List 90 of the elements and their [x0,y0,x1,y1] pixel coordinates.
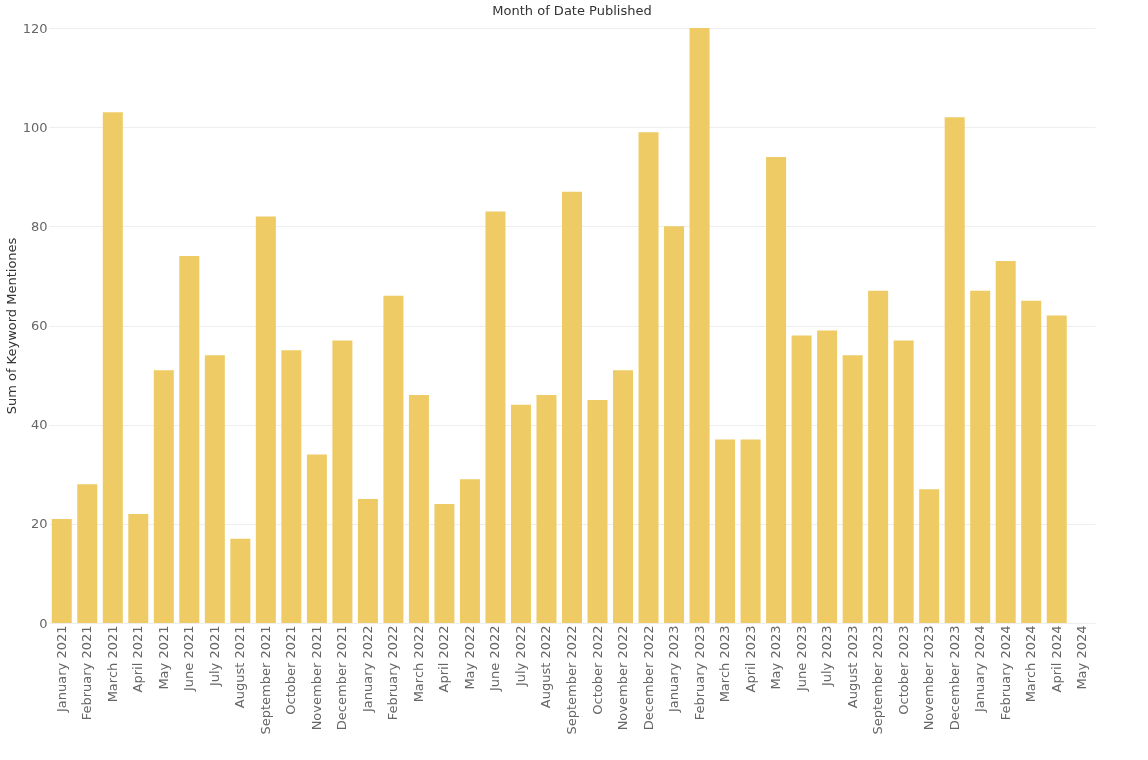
y-tick-label: 0 [39,615,48,631]
x-tick-label: May 2022 [461,625,477,690]
bar [332,340,353,623]
x-tick-label: April 2023 [742,625,758,693]
x-tick-label: November 2021 [308,625,324,731]
bar [970,290,991,623]
bar [51,518,72,623]
x-tick-label: December 2021 [334,625,350,731]
y-tick-label: 40 [30,417,48,433]
y-tick-label: 60 [30,318,48,333]
bar [613,370,634,623]
x-tick-label: December 2023 [946,625,962,731]
bar [485,211,506,623]
y-axis-title: Sum of Keyword Mentiones [3,237,19,415]
x-tick-label: August 2022 [538,625,554,709]
x-tick-label: June 2022 [487,625,503,693]
bar [944,117,965,623]
bar [817,330,838,623]
x-tick-label: May 2024 [1074,625,1090,690]
bar [868,290,889,623]
bar [357,499,378,623]
bar [230,538,251,623]
y-tick-label: 100 [22,119,48,135]
y-tick-label: 20 [30,516,48,532]
bar [204,355,225,623]
x-tick-label: May 2021 [155,625,171,690]
x-tick-label: January 2024 [972,625,988,713]
x-tick-label: January 2021 [53,625,69,713]
bar [77,484,98,623]
x-tick-label: February 2023 [691,625,707,721]
bar [995,261,1016,623]
x-tick-label: June 2021 [181,625,197,693]
bar [893,340,914,623]
x-tick-label: February 2024 [997,625,1013,721]
x-tick-label: June 2023 [793,625,809,693]
x-axis-title: Month of Date Published [492,3,652,18]
bar [1046,315,1067,623]
bar [536,394,557,623]
x-tick-label: August 2023 [844,625,860,709]
x-tick-label: April 2022 [436,625,452,693]
bar [408,394,429,623]
x-tick-label: October 2022 [589,625,605,715]
x-tick-label: April 2024 [1048,625,1064,693]
y-tick-label: 80 [30,218,48,234]
x-tick-label: November 2023 [921,625,937,731]
bar [102,112,123,623]
bar [638,132,659,623]
bar [842,355,863,623]
bar [510,404,531,623]
bar [562,191,582,623]
bar [281,350,302,623]
x-tick-label: September 2021 [257,625,273,735]
x-tick-label: July 2021 [206,625,222,688]
bar [740,439,761,623]
x-tick-label: February 2021 [79,625,95,721]
x-tick-label: April 2021 [130,625,146,693]
bar [919,489,940,623]
x-tick-label: July 2022 [512,625,528,688]
x-tick-label: March 2023 [717,625,733,703]
bar [179,256,200,623]
x-tick-label: October 2021 [283,625,299,715]
bar [153,370,174,623]
x-tick-label: December 2022 [640,625,656,731]
bar [306,454,327,623]
x-tick-label: September 2022 [564,625,579,735]
bar [1021,300,1042,623]
x-tick-label: March 2022 [410,625,426,703]
bar [459,479,480,623]
bar [128,513,149,623]
bar [791,335,812,623]
x-tick-label: September 2023 [870,625,886,735]
bar [383,295,404,623]
bar [715,439,736,623]
bar [587,399,608,623]
x-tick-label: January 2023 [666,625,682,713]
x-tick-label: October 2023 [895,625,911,715]
x-tick-label: May 2023 [768,625,784,690]
bar [689,28,710,623]
bar [255,216,276,623]
bar [766,156,787,623]
x-tick-label: August 2021 [232,625,248,709]
bar [664,226,685,623]
x-tick-label: February 2022 [385,625,401,721]
x-tick-label: March 2021 [104,625,120,703]
x-tick-label: January 2022 [359,625,375,713]
y-tick-label: 120 [22,20,48,36]
x-tick-label: March 2024 [1023,625,1039,703]
x-tick-label: November 2022 [615,625,631,731]
x-tick-label: July 2023 [819,625,835,688]
bar [434,504,455,623]
